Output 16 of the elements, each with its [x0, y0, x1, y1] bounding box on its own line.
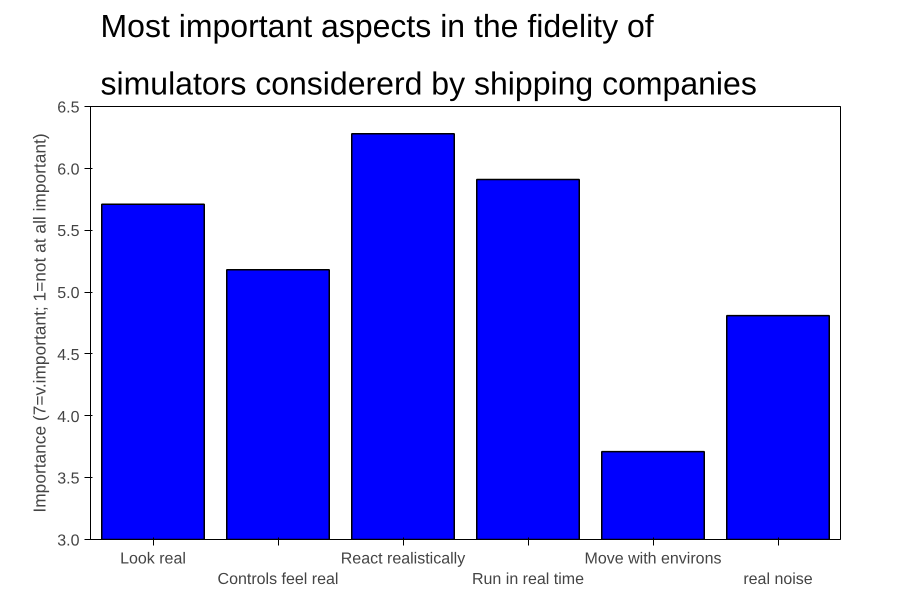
y-tick-label: 3.0	[57, 532, 80, 550]
x-tick-label: React realistically	[340, 550, 466, 568]
x-tick-label: Move with environs	[584, 550, 722, 568]
y-tick-label: 6.5	[57, 100, 80, 116]
y-tick-label: 5.5	[57, 223, 80, 240]
y-axis-title: Importance (7=v.important; 1=not at all important)	[29, 133, 50, 513]
y-tick-label: 6.0	[57, 161, 80, 178]
x-tick-label: Controls feel real	[218, 570, 338, 588]
chart-title: Most important aspects in the fidelity of simulators considererd by shipping companies	[100, 8, 757, 102]
y-tick-label: 4.0	[57, 408, 80, 426]
x-tick-label: real noise	[743, 570, 813, 588]
y-tick-label: 5.0	[57, 285, 80, 302]
y-tick-label: 4.5	[57, 346, 80, 364]
x-tick-label: Look real	[120, 550, 186, 568]
y-tick-label: 3.5	[57, 470, 80, 488]
x-tick-label: Run in real time	[472, 570, 584, 588]
